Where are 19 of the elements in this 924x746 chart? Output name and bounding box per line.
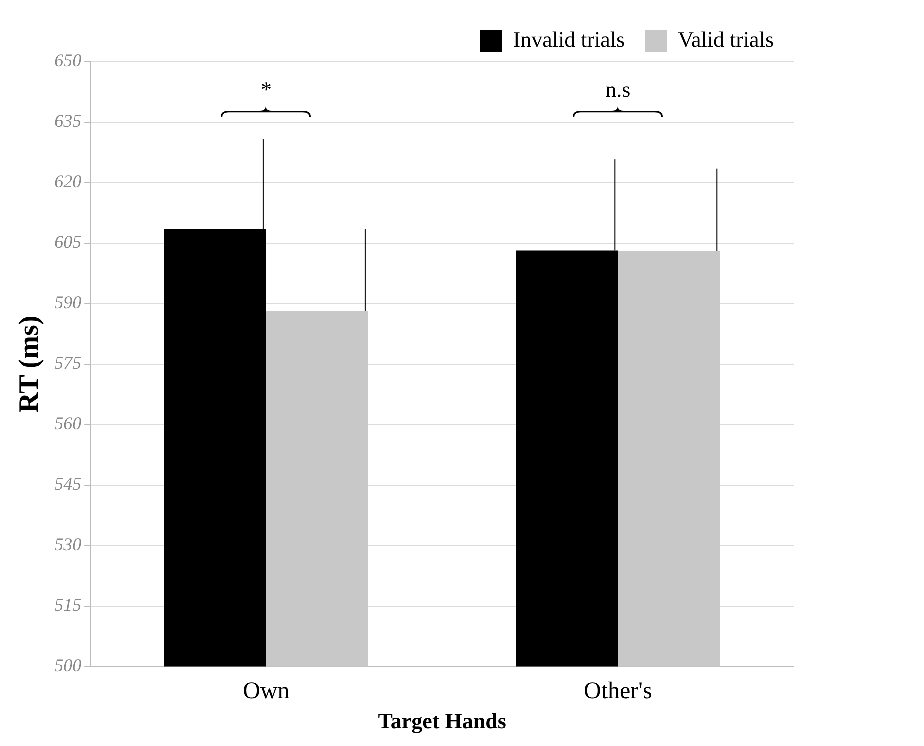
- y-tick-label: 590: [54, 292, 82, 313]
- y-tick-label: 650: [54, 50, 82, 71]
- y-tick-label: 635: [54, 111, 82, 132]
- y-axis-title: RT (ms): [14, 316, 46, 414]
- y-tick-label: 500: [54, 656, 82, 676]
- legend-label: Invalid trials: [513, 26, 626, 52]
- y-tick-label: 575: [54, 353, 82, 374]
- x-tick-label: Other's: [584, 678, 652, 704]
- x-axis-title: Target Hands: [378, 708, 507, 734]
- x-tick-label: Own: [243, 678, 290, 704]
- y-tick-label: 620: [54, 172, 82, 192]
- y-tick-label: 545: [54, 474, 82, 494]
- y-tick-label: 560: [54, 414, 82, 434]
- y-tick-label: 515: [54, 595, 82, 616]
- legend-label: Valid trials: [678, 26, 774, 52]
- annotation: *: [260, 77, 272, 102]
- annotation: n.s: [606, 77, 631, 102]
- y-tick-label: 530: [54, 534, 82, 555]
- y-tick-label: 605: [54, 232, 82, 252]
